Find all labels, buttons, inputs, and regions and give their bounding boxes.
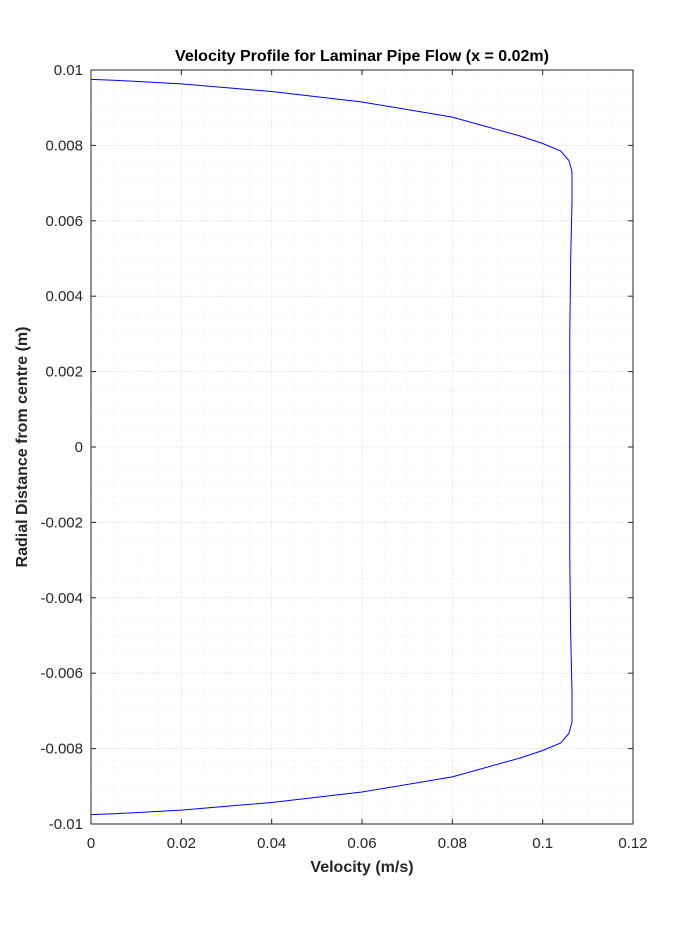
x-tick-label: 0.06 (347, 835, 376, 852)
y-tick-label: 0.01 (54, 62, 83, 79)
x-tick-label: 0.02 (167, 835, 196, 852)
y-tick-label: 0.004 (45, 288, 83, 305)
y-tick-label: -0.01 (49, 816, 83, 833)
y-tick-label: 0 (75, 439, 83, 456)
y-tick-label: -0.004 (40, 590, 83, 607)
x-tick-label: 0.12 (618, 835, 647, 852)
x-axis-title: Velocity (m/s) (310, 859, 413, 876)
y-tick-label: -0.008 (40, 741, 83, 758)
y-tick-label: 0.006 (45, 213, 83, 230)
y-tick-label: 0.008 (45, 137, 83, 154)
y-tick-label: -0.002 (40, 514, 83, 531)
chart-title: Velocity Profile for Laminar Pipe Flow (… (175, 48, 549, 65)
x-tick-label: 0 (87, 835, 95, 852)
x-tick-label: 0.1 (532, 835, 553, 852)
x-tick-label: 0.04 (257, 835, 286, 852)
x-axis-ticks: 0 0.02 0.04 0.06 0.08 0.1 0.12 (87, 70, 648, 852)
y-axis-ticks: -0.01 -0.008 -0.006 -0.004 -0.002 0 0.002 0.004… (40, 62, 633, 833)
y-tick-label: 0.002 (45, 364, 83, 381)
velocity-profile-line (90, 78, 573, 816)
x-tick-label: 0.08 (438, 835, 467, 852)
y-axis-title: Radial Distance from centre (m) (14, 327, 31, 568)
y-tick-label: -0.006 (40, 665, 83, 682)
